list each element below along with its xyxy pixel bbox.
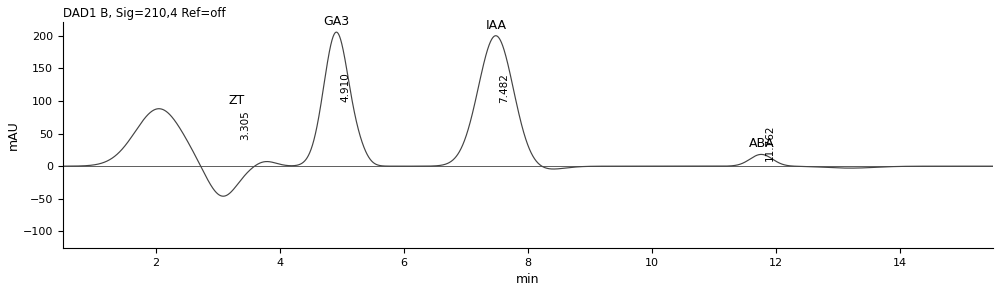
- Text: IAA: IAA: [485, 19, 506, 32]
- Y-axis label: mAU: mAU: [7, 120, 20, 150]
- Text: 3.305: 3.305: [240, 110, 250, 139]
- Text: DAD1 B, Sig=210,4 Ref=off: DAD1 B, Sig=210,4 Ref=off: [63, 7, 225, 20]
- Text: ABA: ABA: [748, 137, 774, 151]
- Text: 4.910: 4.910: [340, 72, 350, 102]
- Text: 7.482: 7.482: [500, 74, 510, 103]
- Text: GA3: GA3: [323, 15, 349, 28]
- Text: ZT: ZT: [229, 94, 245, 107]
- X-axis label: min: min: [516, 273, 540, 286]
- Text: 11.762: 11.762: [765, 124, 775, 161]
